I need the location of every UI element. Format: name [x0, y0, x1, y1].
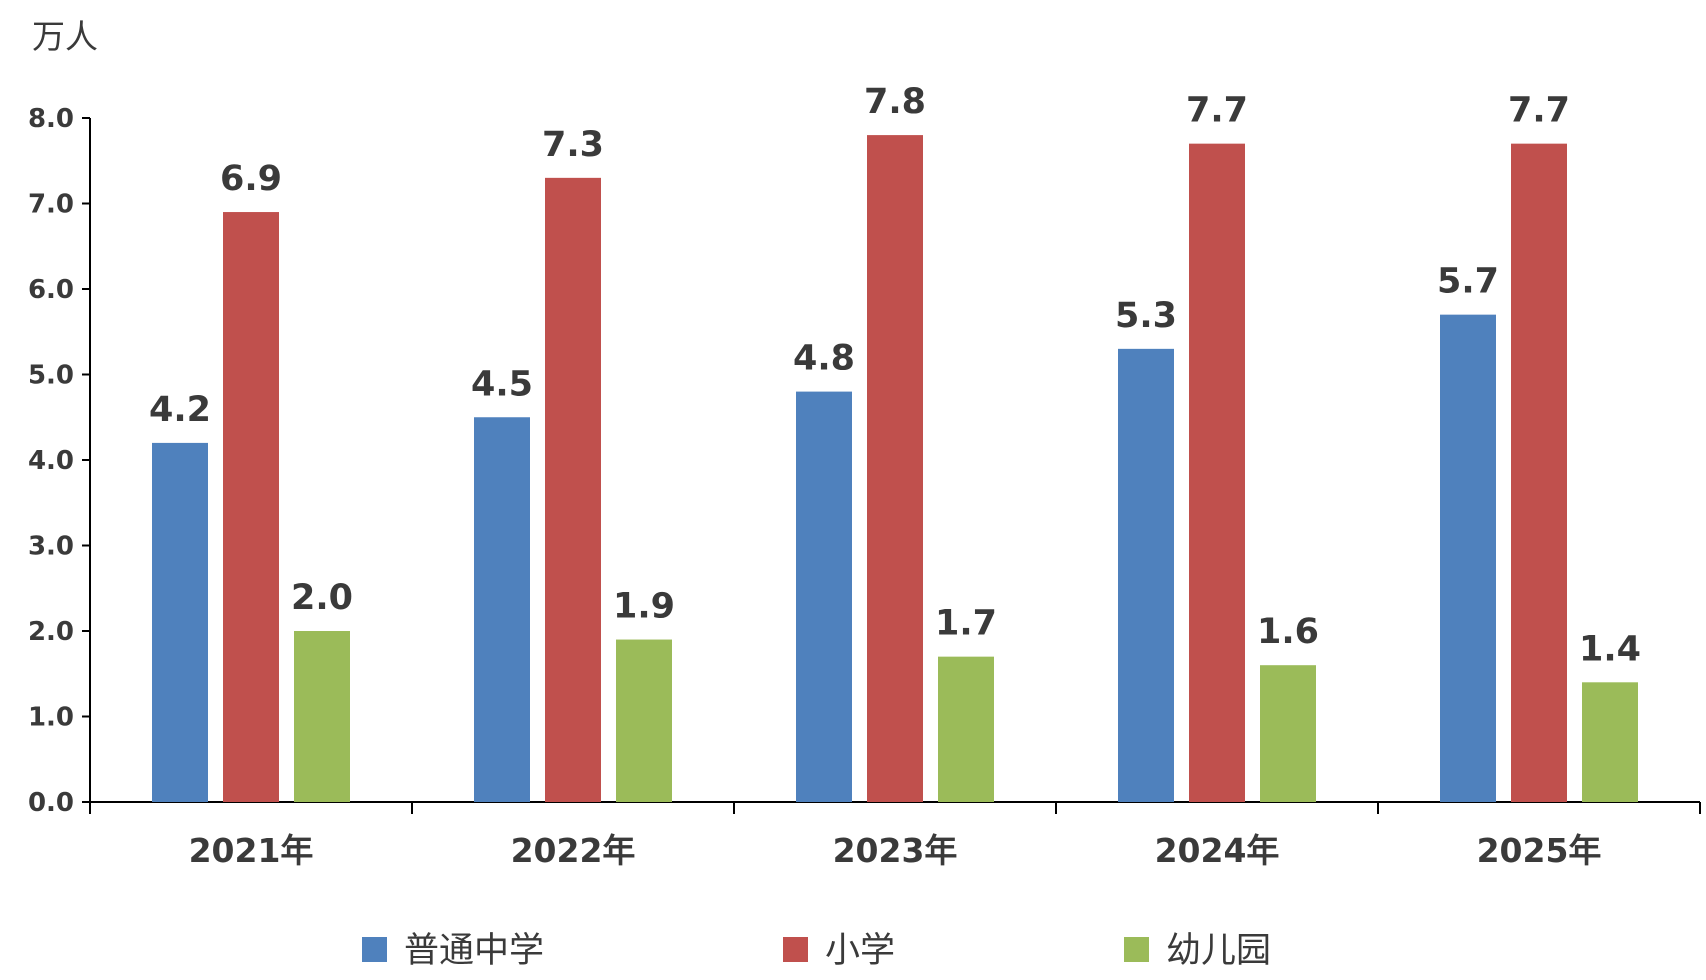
- bar: [223, 212, 279, 803]
- y-tick-label: 7.0: [28, 190, 74, 220]
- y-tick-label: 0.0: [28, 788, 74, 818]
- bar-value-label: 7.8: [864, 82, 926, 122]
- bar-value-label: 1.9: [613, 587, 675, 627]
- y-tick-label: 1.0: [28, 703, 74, 733]
- bar: [1440, 314, 1496, 802]
- bar-value-label: 6.9: [220, 159, 282, 199]
- bar-value-label: 4.2: [149, 390, 211, 430]
- bar: [616, 639, 672, 802]
- legend-label: 普通中学: [404, 931, 544, 971]
- legend: 普通中学 小学 幼儿园: [362, 931, 1271, 971]
- bar: [1189, 143, 1245, 802]
- legend-swatch: [362, 937, 387, 962]
- bar: [294, 631, 350, 802]
- bar-value-label: 7.7: [1508, 91, 1570, 131]
- bar: [1582, 682, 1638, 802]
- y-tick-label: 6.0: [28, 275, 74, 305]
- legend-swatch: [783, 937, 808, 962]
- bar: [1511, 143, 1567, 802]
- bar: [1260, 665, 1316, 802]
- bar-value-label: 5.3: [1115, 296, 1177, 336]
- y-axis-unit-label: 万人: [32, 17, 98, 56]
- legend-label: 幼儿园: [1166, 931, 1271, 971]
- bar: [1118, 348, 1174, 802]
- bar-value-label: 7.3: [542, 125, 604, 165]
- y-tick-label: 5.0: [28, 361, 74, 391]
- legend-label: 小学: [825, 931, 895, 971]
- bar: [867, 135, 923, 803]
- y-tick-label: 4.0: [28, 446, 74, 476]
- x-category-label: 2021年: [189, 831, 314, 870]
- x-category-label: 2025年: [1477, 831, 1602, 870]
- bar-value-label: 7.7: [1186, 91, 1248, 131]
- axes: 0.0 1.0 2.0 3.0 4.0 5.0 6.0 7.0 8.0 2021年 2022年 202…: [28, 104, 1701, 870]
- bar-value-label: 4.5: [471, 364, 533, 404]
- bar: [545, 177, 601, 803]
- x-category-label: 2024年: [1155, 831, 1280, 870]
- x-category-label: 2023年: [833, 831, 958, 870]
- bar: [152, 442, 208, 802]
- bar-value-label: 2.0: [291, 578, 353, 618]
- y-tick-label: 8.0: [28, 104, 74, 134]
- bar-value-label: 1.7: [935, 604, 997, 644]
- bar: [796, 391, 852, 802]
- bar-value-label: 1.6: [1257, 612, 1319, 652]
- y-tick-label: 3.0: [28, 532, 74, 562]
- bar: [938, 656, 994, 802]
- bar-value-label: 4.8: [793, 339, 855, 379]
- x-category-label: 2022年: [511, 831, 636, 870]
- bar-value-label: 1.4: [1579, 629, 1641, 669]
- bar-value-label: 5.7: [1437, 262, 1499, 302]
- y-tick-label: 2.0: [28, 617, 74, 647]
- bars: 4.2 4.5 4.8 5.3 5.7 6.9 7.3 7.8 7.7 7.7 2.0 1.9 1.7 1…: [149, 82, 1641, 803]
- legend-swatch: [1124, 937, 1149, 962]
- bar: [474, 417, 530, 802]
